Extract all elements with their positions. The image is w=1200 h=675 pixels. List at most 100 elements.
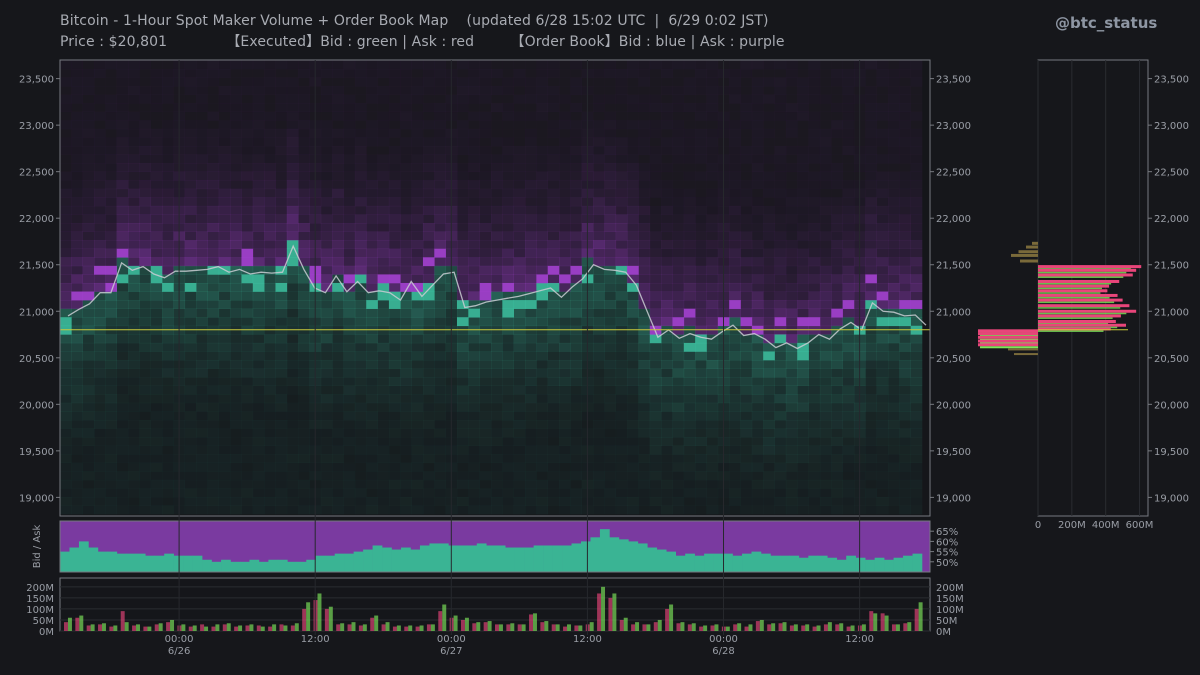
heatmap-cell bbox=[71, 471, 83, 481]
heatmap-cell bbox=[729, 274, 741, 284]
heatmap-cell bbox=[128, 205, 140, 215]
heatmap-cell bbox=[547, 265, 560, 275]
heatmap-cell bbox=[71, 163, 83, 172]
heatmap-cell bbox=[264, 77, 276, 87]
heatmap-cell bbox=[71, 360, 83, 369]
heatmap-cell bbox=[456, 462, 469, 472]
heatmap-cell bbox=[672, 137, 685, 147]
heatmap-cell bbox=[377, 163, 390, 172]
heatmap-cell bbox=[411, 60, 424, 70]
heatmap-cell bbox=[819, 163, 832, 172]
heatmap-cell bbox=[672, 385, 685, 395]
volume-tick-label-right: 100M bbox=[936, 605, 964, 616]
heatmap-cell bbox=[264, 497, 276, 506]
heatmap-cell bbox=[71, 154, 83, 164]
heatmap-cell bbox=[695, 454, 707, 464]
heatmap-cell bbox=[774, 462, 787, 472]
heatmap-cell bbox=[354, 128, 367, 138]
heatmap-cell bbox=[672, 163, 685, 172]
heatmap-cell bbox=[332, 402, 344, 412]
heatmap-cell bbox=[116, 308, 129, 318]
heatmap-cell bbox=[264, 291, 276, 301]
heatmap-cell bbox=[162, 428, 174, 438]
heatmap-cell bbox=[695, 377, 707, 387]
ratio-bid-bar bbox=[249, 559, 260, 572]
heatmap-cell bbox=[207, 171, 220, 181]
ratio-bid-bar bbox=[647, 547, 658, 572]
heatmap-cell bbox=[525, 163, 537, 172]
heatmap-cell bbox=[343, 437, 356, 446]
heatmap-cell bbox=[82, 445, 95, 455]
heatmap-cell bbox=[400, 428, 412, 438]
ratio-bid-bar bbox=[287, 561, 298, 572]
heatmap-cell bbox=[627, 197, 639, 207]
heatmap-cell bbox=[434, 197, 446, 207]
heatmap-cell bbox=[411, 223, 424, 232]
ratio-bid-bar bbox=[770, 555, 781, 572]
heatmap-cell bbox=[638, 265, 651, 275]
heatmap-cell bbox=[434, 351, 446, 361]
heatmap-cell bbox=[502, 94, 514, 104]
ratio-bid-bar bbox=[60, 551, 70, 572]
heatmap-cell bbox=[627, 308, 639, 318]
heatmap-cell bbox=[683, 120, 696, 130]
heatmap-cell bbox=[570, 402, 583, 412]
heatmap-cell bbox=[593, 240, 605, 250]
heatmap-cell bbox=[819, 154, 832, 164]
heatmap-cell bbox=[559, 351, 571, 361]
heatmap-cell bbox=[252, 351, 265, 361]
heatmap-cell bbox=[627, 205, 639, 215]
heatmap-cell bbox=[411, 145, 424, 155]
heatmap-cell bbox=[899, 334, 911, 344]
heatmap-cell bbox=[196, 111, 208, 121]
heatmap-cell bbox=[320, 479, 333, 489]
heatmap-cell bbox=[502, 223, 514, 232]
heatmap-cell bbox=[343, 77, 356, 87]
ask-depth-bar bbox=[1038, 304, 1130, 308]
heatmap-cell bbox=[105, 282, 118, 292]
heatmap-cell bbox=[275, 145, 288, 155]
heatmap-cell bbox=[683, 205, 696, 215]
heatmap-cell bbox=[842, 462, 855, 472]
heatmap-cell bbox=[479, 128, 492, 138]
heatmap-cell bbox=[865, 428, 877, 438]
heatmap-cell bbox=[320, 68, 333, 78]
heatmap-cell bbox=[400, 437, 412, 446]
heatmap-cell bbox=[887, 94, 900, 104]
heatmap-cell bbox=[343, 419, 356, 429]
heatmap-cell bbox=[241, 248, 254, 258]
heatmap-cell bbox=[797, 223, 809, 232]
heatmap-cell bbox=[559, 205, 571, 215]
heatmap-cell bbox=[252, 300, 265, 309]
heatmap-cell bbox=[819, 103, 832, 113]
ratio-bid-bar bbox=[742, 553, 752, 572]
heatmap-cell bbox=[865, 360, 877, 369]
heatmap-cell bbox=[740, 111, 753, 121]
ratio-bid-bar bbox=[173, 555, 184, 572]
heatmap-cell bbox=[842, 274, 855, 284]
heatmap-cell bbox=[275, 77, 288, 87]
heatmap-cell bbox=[218, 248, 231, 258]
heatmap-cell bbox=[468, 77, 480, 87]
heatmap-cell bbox=[150, 497, 163, 506]
heatmap-cell bbox=[513, 137, 526, 147]
heatmap-cell bbox=[491, 248, 503, 258]
heatmap-cell bbox=[547, 300, 560, 309]
heatmap-cell bbox=[491, 402, 503, 412]
heatmap-cell bbox=[105, 411, 118, 421]
heatmap-cell bbox=[366, 94, 378, 104]
heatmap-cell bbox=[615, 454, 628, 464]
heatmap-cell bbox=[411, 128, 424, 138]
heatmap-cell bbox=[842, 308, 855, 318]
heatmap-cell bbox=[729, 497, 741, 506]
heatmap-cell bbox=[286, 60, 299, 70]
heatmap-cell bbox=[150, 300, 163, 309]
heatmap-cell bbox=[774, 402, 787, 412]
heatmap-cell bbox=[241, 154, 254, 164]
heatmap-cell bbox=[808, 240, 821, 250]
heatmap-cell bbox=[82, 282, 95, 292]
heatmap-cell bbox=[184, 94, 197, 104]
heatmap-cell bbox=[819, 437, 832, 446]
heatmap-cell bbox=[400, 240, 412, 250]
ratio-bid-bar bbox=[903, 555, 913, 572]
